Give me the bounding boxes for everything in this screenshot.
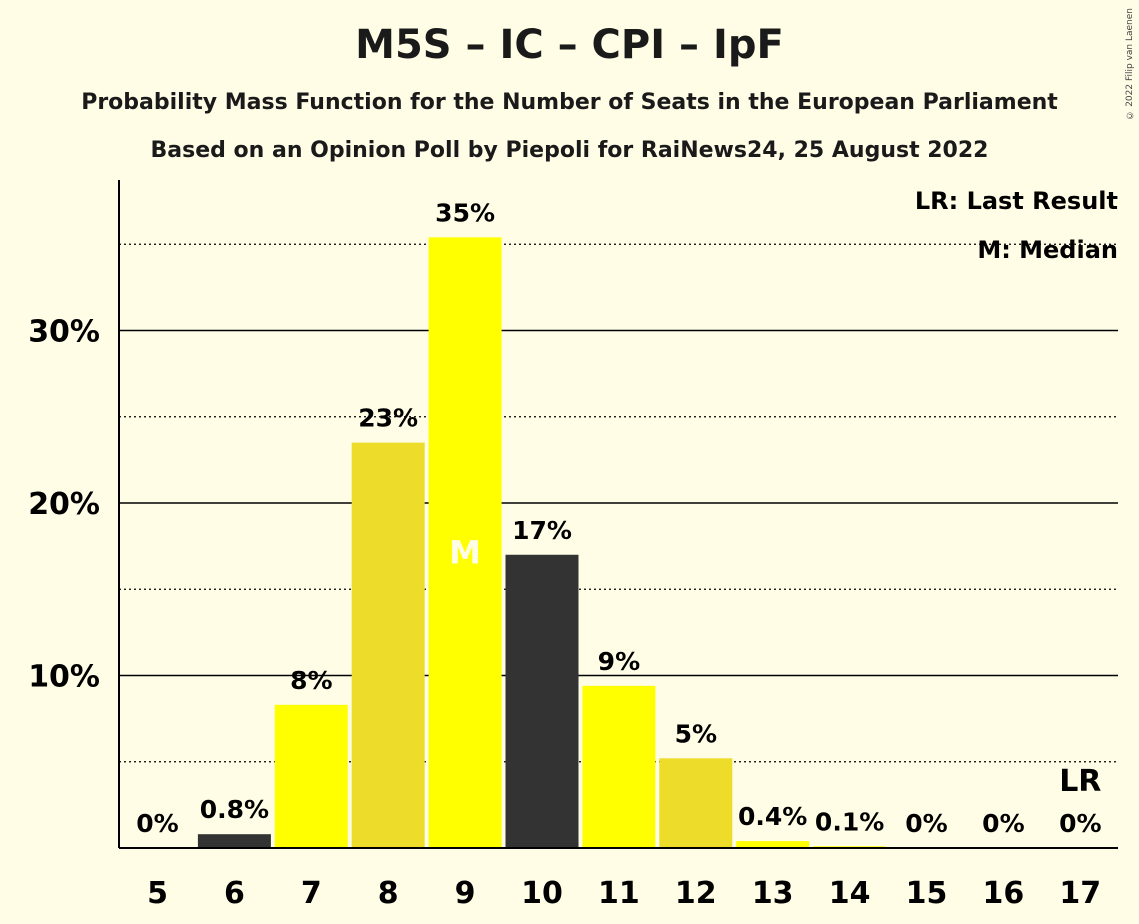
data-label: 0.8% (200, 795, 269, 824)
data-label: 0% (136, 809, 178, 838)
x-tick-label: 17 (1059, 876, 1101, 911)
chart-source-line: Based on an Opinion Poll by Piepoli for … (150, 138, 989, 163)
bar (659, 758, 733, 848)
x-tick-label: 11 (598, 876, 640, 911)
bar (274, 704, 348, 848)
data-label: 0% (1059, 809, 1101, 838)
median-marker: M (449, 534, 481, 572)
x-tick-label: 8 (378, 876, 399, 911)
y-tick-label: 30% (28, 315, 100, 350)
x-tick-label: 15 (906, 876, 948, 911)
x-tick-label: 9 (455, 876, 476, 911)
y-tick-label: 10% (28, 660, 100, 695)
x-tick-label: 14 (829, 876, 871, 911)
data-label: 0% (982, 809, 1024, 838)
data-label: 0% (905, 809, 947, 838)
data-label: 0.4% (738, 802, 807, 831)
legend-last-result: LR: Last Result (915, 187, 1118, 215)
x-tick-label: 13 (752, 876, 794, 911)
data-label: 8% (290, 666, 332, 695)
x-tick-label: 12 (675, 876, 717, 911)
data-label: 35% (435, 198, 495, 227)
chart-title: M5S – IC – CPI – IpF (355, 22, 784, 68)
data-label: 9% (598, 647, 640, 676)
x-tick-label: 6 (224, 876, 245, 911)
bar (428, 237, 502, 849)
x-tick-label: 5 (147, 876, 168, 911)
x-tick-label: 7 (301, 876, 322, 911)
x-tick-label: 10 (521, 876, 563, 911)
bar (197, 834, 271, 848)
chart-subtitle: Probability Mass Function for the Number… (81, 90, 1058, 115)
bar (736, 841, 810, 848)
x-tick-label: 16 (983, 876, 1025, 911)
data-label: 5% (675, 719, 717, 748)
y-tick-label: 20% (28, 487, 100, 522)
bar (505, 554, 579, 848)
data-label: 17% (512, 516, 572, 545)
data-label: 23% (358, 404, 418, 433)
data-label: 0.1% (815, 807, 884, 836)
bar (351, 442, 425, 848)
last-result-marker: LR (1059, 764, 1101, 799)
legend-median: M: Median (977, 236, 1118, 264)
bar (582, 685, 656, 848)
